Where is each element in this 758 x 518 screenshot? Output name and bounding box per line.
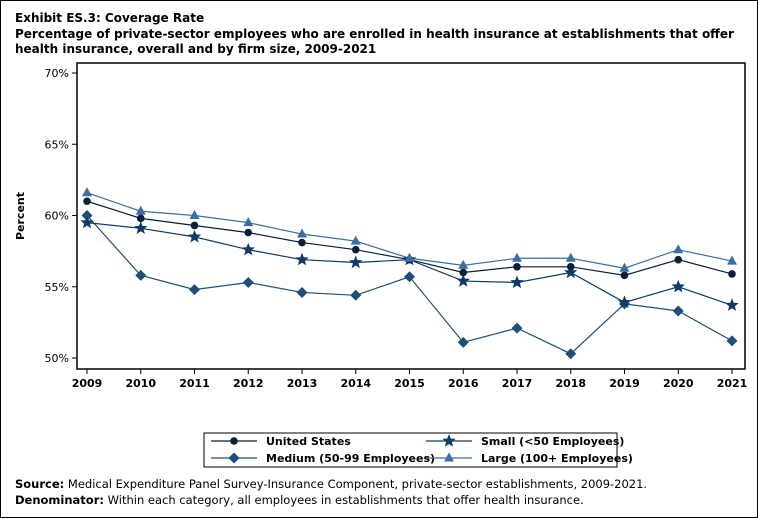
x-tick-label: 2020 [663,377,694,390]
source-note: Source: Medical Expenditure Panel Survey… [15,477,647,491]
y-tick-label: 65% [45,138,69,151]
legend [203,432,618,468]
chart-subtitle: Percentage of private-sector employees w… [15,27,734,56]
denominator-text: Within each category, all employees in e… [107,493,584,507]
data-point [351,245,360,254]
data-point [80,215,94,229]
data-point [565,252,576,262]
data-point [672,305,684,317]
data-point [298,238,306,247]
data-point [244,228,253,237]
source-text: Medical Expenditure Panel Survey-Insuran… [67,477,648,491]
data-point [512,252,522,262]
data-point [242,276,254,288]
x-tick-label: 2018 [555,377,586,390]
data-point [458,259,469,269]
y-tick-label: 50% [45,352,69,365]
data-point [459,268,468,277]
source-label: Source: [15,477,65,491]
data-point [511,322,523,334]
y-tick-label: 55% [45,281,69,294]
data-point [404,271,415,283]
data-point [513,263,521,271]
legend-marker [230,437,238,445]
data-point [134,221,148,234]
plot-area [76,62,746,370]
data-point [728,270,736,278]
data-point [295,252,309,266]
data-point [727,255,737,265]
series-line [86,215,733,355]
data-point [83,197,91,206]
data-point [135,205,146,215]
data-point [456,274,470,287]
data-point [404,252,415,262]
data-point [671,279,685,293]
data-point [566,263,575,271]
legend-marker [442,434,456,447]
y-axis-label: Percent [14,192,27,240]
data-point [297,228,307,238]
legend-label: Small (<50 Employees) [481,435,624,448]
data-point [617,295,632,309]
x-tick-label: 2015 [394,377,425,390]
legend-marker [228,452,240,464]
legend-label: United States [266,435,351,448]
data-point [674,255,683,264]
x-tick-label: 2012 [233,377,264,390]
denominator-label: Denominator: [15,493,104,507]
data-point [726,335,738,347]
chart-title: Exhibit ES.3: Coverage Rate [15,11,205,25]
data-point [350,289,362,301]
x-tick-label: 2017 [502,377,533,390]
denominator-note: Denominator: Within each category, all e… [15,493,584,507]
data-point [619,262,630,272]
data-point [190,221,199,230]
x-tick-label: 2014 [340,377,371,390]
data-point [81,210,93,221]
data-point [296,286,308,298]
x-tick-label: 2009 [72,377,103,390]
y-tick-label: 70% [45,67,69,80]
y-tick-label: 60% [45,210,69,223]
data-point [82,187,92,197]
data-point [457,336,469,348]
x-tick-label: 2021 [717,377,748,390]
data-point [136,214,145,223]
data-point [725,298,739,311]
data-point [189,210,200,219]
data-point [620,271,629,280]
data-point [135,269,147,281]
data-point [564,265,578,279]
data-point [349,255,363,269]
x-tick-label: 2019 [609,377,640,390]
data-point [350,235,361,245]
legend-label: Medium (50-99 Employees) [266,452,435,465]
data-point [187,229,202,243]
legend-label: Large (100+ Employees) [481,452,633,465]
x-tick-label: 2011 [179,377,210,390]
data-point [673,244,684,254]
data-point [189,284,200,296]
x-tick-label: 2016 [448,377,479,390]
data-point [565,348,577,360]
x-tick-label: 2010 [125,377,156,390]
data-point [241,242,255,256]
data-point [243,217,254,227]
legend-marker [444,452,454,462]
data-point [510,275,524,289]
x-tick-label: 2013 [287,377,318,390]
